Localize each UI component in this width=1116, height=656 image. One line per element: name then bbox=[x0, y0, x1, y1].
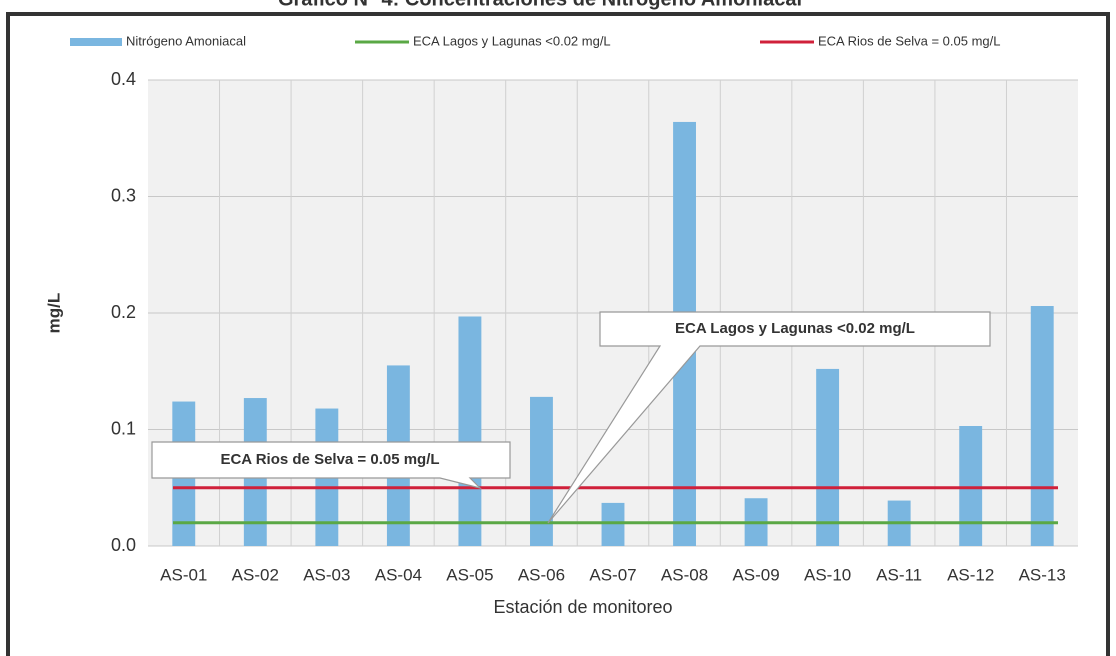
legend-label: Nitrógeno Amoniacal bbox=[126, 33, 246, 48]
x-tick-label: AS-02 bbox=[232, 565, 279, 584]
x-tick-label: AS-12 bbox=[947, 565, 994, 584]
callout: ECA Rios de Selva = 0.05 mg/L bbox=[151, 441, 511, 490]
bar bbox=[601, 502, 625, 546]
bar bbox=[458, 316, 482, 546]
legend-label: ECA Rios de Selva = 0.05 mg/L bbox=[818, 33, 1000, 48]
chart-title: Gráfico N° 4: Concentraciones de Nitróge… bbox=[278, 0, 802, 10]
bar bbox=[1030, 306, 1054, 546]
x-axis-label: Estación de monitoreo bbox=[493, 597, 672, 617]
y-tick-label: 0.3 bbox=[111, 185, 136, 205]
callout: ECA Lagos y Lagunas <0.02 mg/L bbox=[547, 311, 991, 524]
x-tick-label: AS-03 bbox=[303, 565, 350, 584]
callout-box bbox=[547, 311, 991, 524]
x-tick-label: AS-09 bbox=[732, 565, 779, 584]
x-tick-label: AS-07 bbox=[589, 565, 636, 584]
legend-label: ECA Lagos y Lagunas <0.02 mg/L bbox=[413, 33, 611, 48]
x-tick-label: AS-04 bbox=[375, 565, 422, 584]
y-tick-label: 0.4 bbox=[111, 69, 136, 89]
annotation: ECA Lagos y Lagunas <0.02 mg/L bbox=[675, 320, 915, 337]
annotation: ECA Rios de Selva = 0.05 mg/L bbox=[220, 451, 439, 468]
x-tick-label: AS-05 bbox=[446, 565, 493, 584]
x-tick-label: AS-01 bbox=[160, 565, 207, 584]
x-tick-label: AS-08 bbox=[661, 565, 708, 584]
x-tick-label: AS-06 bbox=[518, 565, 565, 584]
y-tick-label: 0.1 bbox=[111, 418, 136, 438]
x-tick-label: AS-13 bbox=[1019, 565, 1066, 584]
bar bbox=[530, 396, 553, 546]
x-tick-label: AS-11 bbox=[876, 565, 922, 584]
x-tick-label: AS-10 bbox=[804, 565, 851, 584]
bar bbox=[816, 368, 840, 546]
y-axis-label: mg/L bbox=[44, 293, 63, 334]
y-tick-label: 0.2 bbox=[111, 302, 136, 322]
callout-box bbox=[151, 441, 511, 490]
bar bbox=[959, 426, 983, 546]
y-tick-label: 0.0 bbox=[111, 535, 136, 555]
legend-swatch bbox=[70, 38, 122, 46]
